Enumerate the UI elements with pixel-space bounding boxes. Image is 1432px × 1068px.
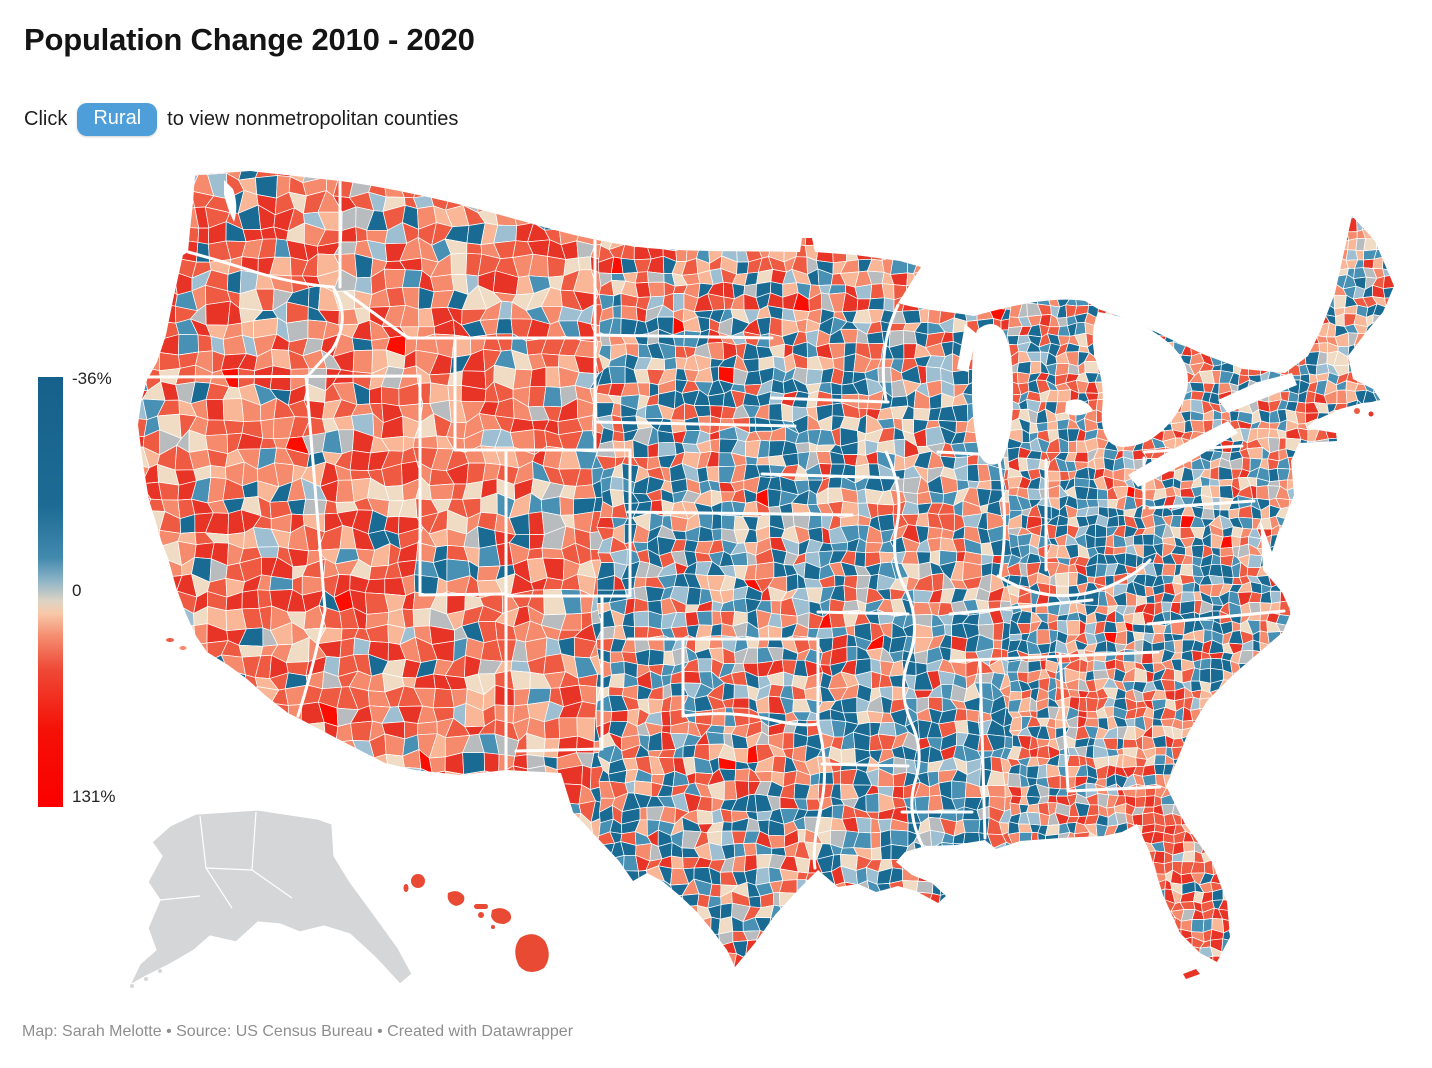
subtitle-prefix: Click: [24, 108, 68, 130]
legend-gradient-bar: [38, 377, 63, 807]
legend-zero-label: 0: [72, 581, 82, 600]
footer-credit: Map: Sarah Melotte • Source: US Census B…: [22, 1023, 574, 1040]
coastal-islands: [166, 408, 1374, 979]
legend-max-growth-label: 131%: [72, 787, 116, 806]
hawaii-region[interactable]: [403, 874, 549, 973]
page-title: Population Change 2010 - 2020: [24, 22, 475, 57]
subtitle: Click Rural to view nonmetropolitan coun…: [24, 103, 458, 136]
alaska-region[interactable]: [128, 809, 413, 988]
great-lakes: [224, 180, 1297, 487]
subtitle-suffix: to view nonmetropolitan counties: [167, 108, 459, 130]
state-borders: [145, 179, 1286, 880]
legend-max-decline-label: -36%: [72, 369, 112, 388]
rural-toggle-button[interactable]: Rural: [77, 103, 158, 136]
